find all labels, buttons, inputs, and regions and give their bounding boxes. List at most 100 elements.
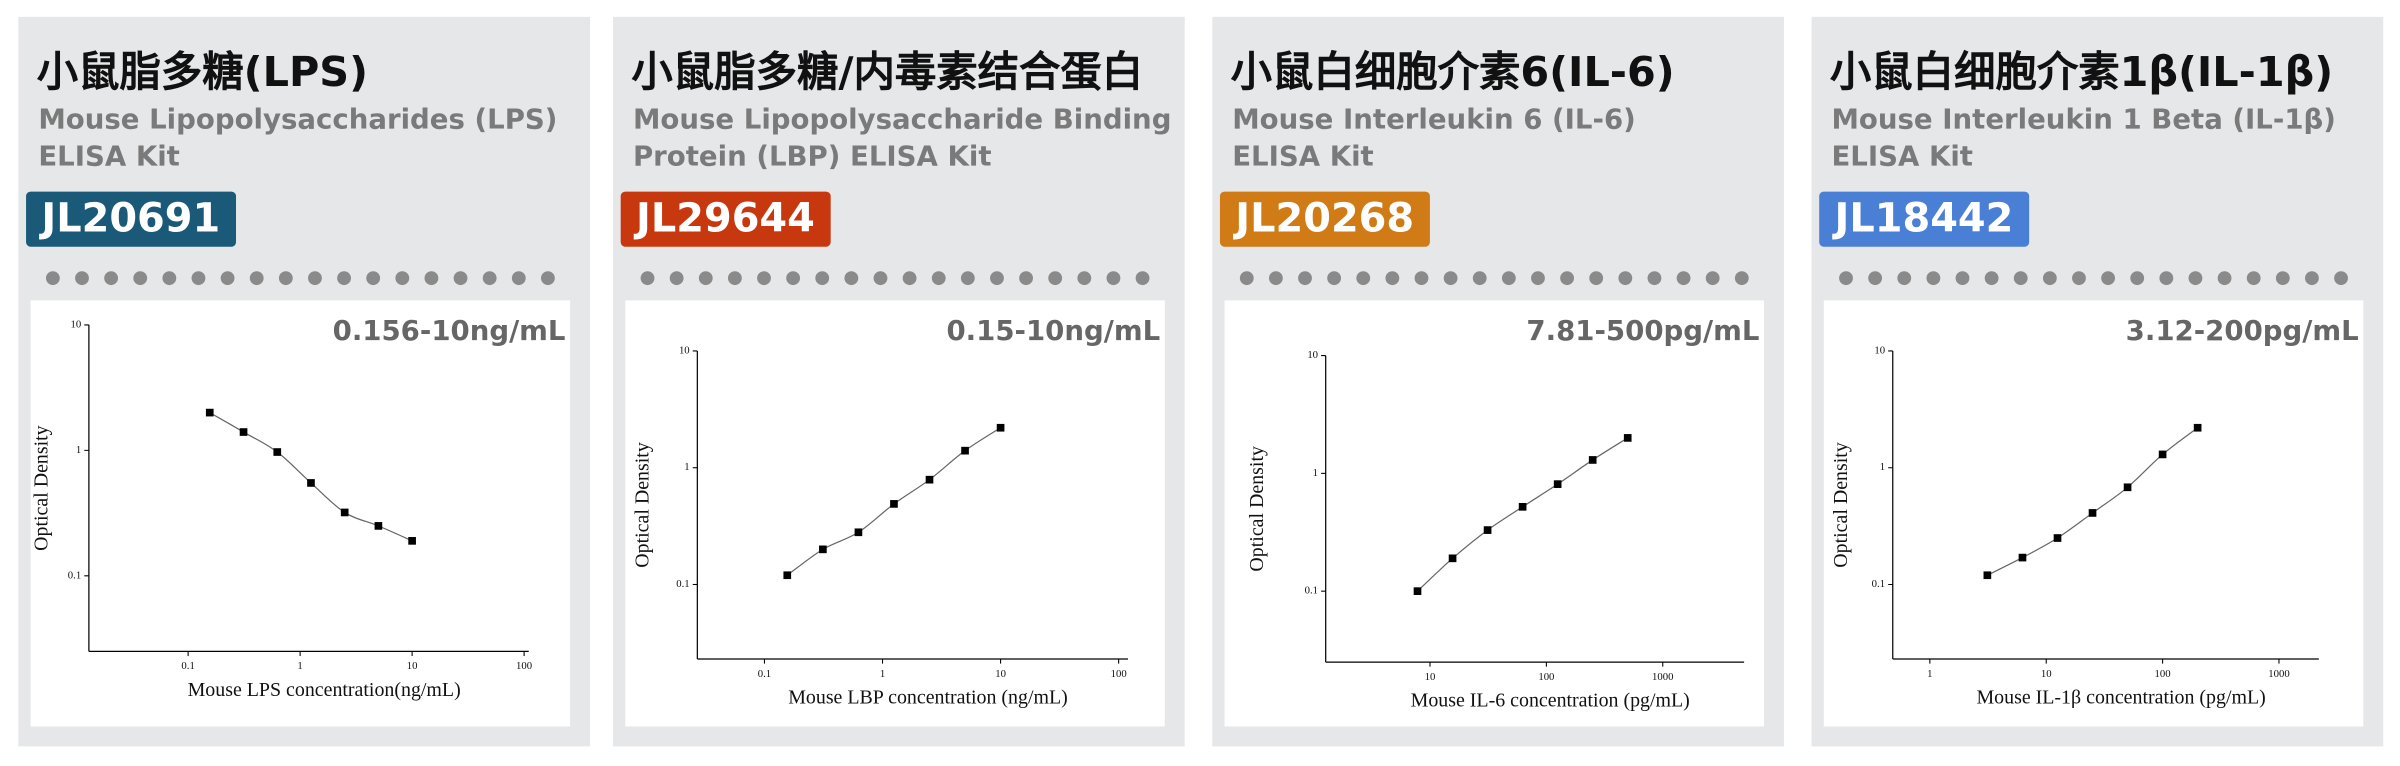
divider-dot bbox=[1472, 271, 1487, 286]
x-tick-label: 1 bbox=[880, 668, 885, 680]
divider-dot bbox=[1926, 271, 1941, 286]
card-subtitle: Mouse Interleukin 1 Beta (IL-1β) bbox=[1831, 104, 2336, 137]
detection-range: 0.156-10ng/mL bbox=[332, 315, 566, 348]
card-subtitle: Protein (LBP) ELISA Kit bbox=[632, 140, 992, 174]
divider-dot bbox=[844, 271, 859, 286]
divider-dot bbox=[757, 271, 771, 286]
x-tick-label: 1 bbox=[297, 660, 302, 672]
fit-curve bbox=[1987, 427, 2199, 576]
y-axis-title: Optical Density bbox=[1246, 446, 1268, 572]
divider-dot bbox=[191, 271, 206, 286]
data-point bbox=[408, 537, 416, 545]
divider-dot bbox=[482, 271, 497, 286]
divider-dot bbox=[2101, 271, 2115, 286]
y-tick-label: 1 bbox=[684, 461, 689, 473]
divider-dot bbox=[931, 271, 946, 286]
divider-dot bbox=[1676, 271, 1691, 286]
divider-dot bbox=[1618, 271, 1633, 286]
divider-dot bbox=[873, 271, 888, 286]
chart: 0.1 1 10 100 0.1 1 10 Mouse LBP concentration (… bbox=[631, 344, 1128, 708]
data-point bbox=[340, 508, 349, 517]
divider-dot bbox=[2159, 271, 2174, 286]
chart: 0.1 1 10 100 0.1 1 10 Mouse LPS concentration(n… bbox=[31, 318, 532, 700]
data-point bbox=[2088, 509, 2097, 517]
divider-dot bbox=[337, 271, 351, 286]
divider-dot bbox=[2042, 271, 2057, 286]
data-point bbox=[1588, 456, 1597, 464]
divider-dot bbox=[1268, 271, 1283, 286]
divider-dot bbox=[1106, 271, 1121, 286]
divider-dot bbox=[640, 271, 655, 286]
card-title: 小鼠脂多糖/内毒素结合蛋白 bbox=[631, 49, 1144, 97]
chart-panel: 3.12-200pg/mL 1 10 100 1000 0.1 1 10 Mouse IL-1β… bbox=[1823, 300, 2364, 727]
x-tick-label: 100 bbox=[516, 660, 532, 672]
x-tick-label: 10 bbox=[2041, 668, 2052, 680]
divider-dot bbox=[990, 271, 1004, 286]
divider-dot bbox=[45, 271, 60, 286]
product-card: 小鼠白细胞介素1β(IL-1β) Mouse Interleukin 1 Beta… bbox=[1811, 16, 2384, 747]
x-tick-label: 100 bbox=[1111, 668, 1127, 680]
divider-dot bbox=[2217, 271, 2232, 286]
data-point bbox=[1483, 526, 1492, 534]
card-title: 小鼠脂多糖(LPS) bbox=[36, 49, 369, 97]
divider-dot bbox=[1298, 271, 1312, 286]
divider-dot bbox=[1019, 271, 1033, 286]
divider-dot bbox=[133, 271, 148, 286]
divider-dot bbox=[424, 271, 439, 286]
divider-dot bbox=[1239, 271, 1254, 286]
divider-dot bbox=[727, 271, 742, 286]
data-point bbox=[925, 475, 934, 484]
data-point bbox=[890, 500, 898, 508]
catalog-code: JL18442 bbox=[1819, 191, 2029, 247]
y-tick-label: 0.1 bbox=[1305, 585, 1318, 597]
catalog-code: JL29644 bbox=[620, 191, 831, 247]
divider-dot bbox=[1048, 271, 1063, 286]
data-point bbox=[205, 408, 214, 417]
chart-panel: 7.81-500pg/mL 10 100 1000 0.1 1 10 Mouse IL-6 c… bbox=[1224, 300, 1765, 727]
x-tick-label: 10 bbox=[407, 660, 418, 672]
data-point bbox=[1553, 480, 1562, 488]
divider-dot bbox=[308, 271, 322, 286]
card-subtitle: ELISA Kit bbox=[1232, 140, 1374, 174]
data-point bbox=[1448, 554, 1457, 563]
data-point bbox=[273, 448, 282, 456]
card-subtitle: ELISA Kit bbox=[38, 140, 180, 174]
divider-dot bbox=[1984, 271, 1999, 286]
product-card: 小鼠白细胞介素6(IL-6) Mouse Interleukin 6 (IL-6)… bbox=[1212, 16, 1784, 747]
divider-dot bbox=[541, 271, 555, 286]
y-tick-label: 1 bbox=[1313, 467, 1318, 479]
divider-dot bbox=[2275, 271, 2290, 286]
divider-dot bbox=[1589, 271, 1604, 286]
x-tick-label: 10 bbox=[1425, 671, 1436, 683]
x-tick-label: 1000 bbox=[2268, 668, 2289, 680]
card-subtitle: Mouse Lipopolysaccharide Binding bbox=[632, 104, 1172, 137]
divider-dot bbox=[1897, 271, 1912, 286]
divider-dot bbox=[669, 271, 684, 286]
chart: 1 10 100 1000 0.1 1 10 Mouse IL-1β concentratio… bbox=[1830, 344, 2319, 708]
data-point bbox=[996, 423, 1005, 432]
divider-dot bbox=[1077, 271, 1092, 286]
data-point bbox=[783, 571, 792, 580]
y-tick-label: 0.1 bbox=[1872, 578, 1885, 590]
card-subtitle: Mouse Lipopolysaccharides (LPS) bbox=[38, 104, 558, 137]
product-card: 小鼠脂多糖(LPS) Mouse Lipopolysaccharides (LPS… bbox=[18, 16, 591, 747]
divider-dot bbox=[1531, 271, 1545, 286]
y-tick-label: 10 bbox=[1307, 349, 1318, 361]
catalog-code: JL20268 bbox=[1219, 191, 1430, 247]
x-tick-label: 0.1 bbox=[758, 668, 771, 680]
y-axis-title: Optical Density bbox=[1830, 442, 1852, 568]
card-title: 小鼠白细胞介素1β(IL-1β) bbox=[1829, 49, 2334, 97]
divider-dot bbox=[162, 271, 177, 286]
y-axis-title: Optical Density bbox=[31, 425, 53, 551]
x-tick-label: 10 bbox=[995, 668, 1006, 680]
x-axis-title: Mouse IL-6 concentration (pg/mL) bbox=[1411, 690, 1690, 712]
y-tick-label: 0.1 bbox=[676, 578, 689, 590]
divider-dot bbox=[786, 271, 801, 286]
data-point bbox=[1413, 587, 1422, 595]
y-tick-label: 0.1 bbox=[68, 569, 81, 581]
divider-dot bbox=[1356, 271, 1371, 286]
x-tick-label: 0.1 bbox=[181, 660, 194, 672]
divider-dot bbox=[2188, 271, 2203, 286]
divider-dot bbox=[2305, 271, 2319, 286]
